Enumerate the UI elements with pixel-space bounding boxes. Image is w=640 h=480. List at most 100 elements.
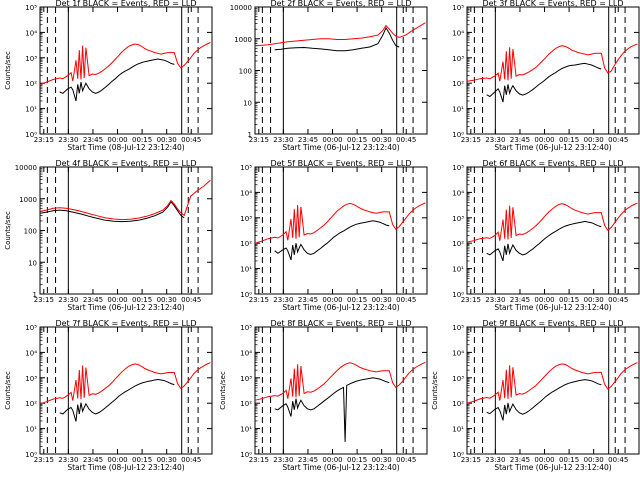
det-panel-3: Det 3f BLACK = Events, RED = LLD 10⁰ 10¹ 10… bbox=[452, 0, 640, 152]
y-tick-label: 10¹ bbox=[452, 106, 464, 114]
y-tick-label: 10⁵ bbox=[25, 324, 37, 332]
y-tick-label: 10¹ bbox=[452, 426, 464, 434]
lld-series-line bbox=[254, 361, 426, 401]
x-tick-label: 23:45 bbox=[298, 296, 318, 304]
x-tick-label: 23:45 bbox=[510, 296, 530, 304]
x-tick-label: 00:00 bbox=[107, 136, 127, 144]
panel-title: Det 3f BLACK = Events, RED = LLD bbox=[482, 0, 623, 8]
y-tick-label: 10⁰ bbox=[452, 131, 464, 139]
det-panel-5: Det 5f BLACK = Events, RED = LLD 10⁰ 10¹ 10… bbox=[240, 159, 428, 312]
lld-series-line bbox=[466, 43, 638, 82]
x-tick-label: 00:15 bbox=[132, 136, 152, 144]
x-tick-label: 00:45 bbox=[181, 456, 201, 464]
y-tick-label: 10⁵ bbox=[452, 324, 464, 332]
plot-frame bbox=[39, 326, 213, 455]
y-tick-label: 1000 bbox=[19, 196, 37, 204]
plot-frame bbox=[466, 166, 640, 295]
y-tick-label: 10¹ bbox=[25, 106, 37, 114]
x-tick-label: 00:15 bbox=[559, 136, 579, 144]
y-tick-label: 10 bbox=[28, 259, 37, 267]
y-tick-label: 10000 bbox=[15, 164, 37, 172]
x-tick-label: 00:30 bbox=[372, 296, 392, 304]
det-panel-8: Det 8f BLACK = Events, RED = LLD 10⁰ 10¹ 10… bbox=[219, 319, 428, 472]
y-tick-label: 10³ bbox=[452, 215, 464, 223]
y-tick-label: 10² bbox=[240, 240, 252, 248]
x-tick-label: 00:45 bbox=[396, 136, 416, 144]
x-axis-label: Start Time (06-Jul-12 23:12:40) bbox=[282, 303, 399, 312]
det-panel-1: Det 1f BLACK = Events, RED = LLD 10⁰ 10¹ 10… bbox=[4, 0, 213, 152]
y-tick-label: 10⁴ bbox=[452, 29, 464, 37]
y-axis-label: Counts/sec bbox=[4, 51, 12, 90]
lld-series-line bbox=[254, 202, 426, 244]
plot-frame bbox=[254, 6, 428, 135]
lld-series-line bbox=[466, 362, 638, 404]
panel-title: Det 7f BLACK = Events, RED = LLD bbox=[55, 319, 196, 328]
x-tick-label: 23:15 bbox=[34, 456, 54, 464]
lld-series-line bbox=[466, 202, 638, 243]
y-axis-label: Counts/sec bbox=[219, 371, 227, 410]
y-tick-label: 1 bbox=[248, 131, 252, 139]
x-tick-label: 00:45 bbox=[608, 136, 628, 144]
y-tick-label: 10³ bbox=[452, 375, 464, 383]
y-tick-label: 10³ bbox=[240, 215, 252, 223]
y-tick-label: 10⁴ bbox=[452, 189, 464, 197]
events-series-line bbox=[274, 377, 390, 442]
y-tick-label: 10⁵ bbox=[25, 4, 37, 12]
x-axis-label: Start Time (06-Jul-12 23:12:40) bbox=[67, 303, 184, 312]
x-tick-label: 23:15 bbox=[34, 136, 54, 144]
panel-title: Det 8f BLACK = Events, RED = LLD bbox=[270, 319, 411, 328]
x-tick-label: 00:15 bbox=[559, 296, 579, 304]
x-tick-label: 23:30 bbox=[485, 136, 505, 144]
x-tick-label: 23:15 bbox=[461, 136, 481, 144]
y-tick-label: 10² bbox=[452, 400, 464, 408]
lld-series-line bbox=[39, 362, 211, 405]
y-tick-label: 10 bbox=[243, 99, 252, 107]
x-tick-label: 00:15 bbox=[559, 456, 579, 464]
x-tick-label: 23:30 bbox=[273, 296, 293, 304]
events-series-line bbox=[39, 200, 185, 223]
y-tick-label: 10³ bbox=[240, 375, 252, 383]
lld-series-line bbox=[254, 22, 426, 47]
plot-frame bbox=[254, 166, 428, 295]
y-tick-label: 10⁵ bbox=[452, 164, 464, 172]
events-series-line bbox=[274, 26, 400, 52]
y-tick-label: 100 bbox=[239, 68, 252, 76]
x-tick-label: 00:45 bbox=[181, 296, 201, 304]
x-tick-label: 00:45 bbox=[396, 456, 416, 464]
x-tick-label: 00:00 bbox=[322, 456, 342, 464]
y-tick-label: 10³ bbox=[25, 55, 37, 63]
x-tick-label: 23:15 bbox=[249, 456, 269, 464]
x-tick-label: 00:15 bbox=[347, 456, 367, 464]
panel-title: Det 9f BLACK = Events, RED = LLD bbox=[482, 319, 623, 328]
y-tick-label: 10⁵ bbox=[240, 164, 252, 172]
y-axis-label: Counts/sec bbox=[4, 211, 12, 250]
x-tick-label: 00:45 bbox=[608, 456, 628, 464]
lld-series-line bbox=[39, 42, 211, 85]
plot-frame bbox=[39, 166, 213, 295]
panel-title: Det 6f BLACK = Events, RED = LLD bbox=[482, 159, 623, 168]
events-series-line bbox=[59, 378, 175, 422]
x-tick-label: 23:30 bbox=[58, 136, 78, 144]
y-tick-label: 10² bbox=[25, 80, 37, 88]
x-tick-label: 00:30 bbox=[157, 456, 177, 464]
y-tick-label: 10¹ bbox=[240, 266, 252, 274]
lld-series-line bbox=[39, 179, 211, 221]
plot-frame bbox=[466, 326, 640, 455]
y-tick-label: 10⁰ bbox=[25, 451, 37, 459]
y-tick-label: 10⁴ bbox=[240, 349, 252, 357]
x-tick-label: 23:15 bbox=[34, 296, 54, 304]
x-tick-label: 00:15 bbox=[132, 456, 152, 464]
x-tick-label: 00:30 bbox=[372, 456, 392, 464]
y-tick-label: 10⁰ bbox=[240, 451, 252, 459]
y-tick-label: 10⁰ bbox=[452, 451, 464, 459]
det-panel-7: Det 7f BLACK = Events, RED = LLD 10⁰ 10¹ 10… bbox=[4, 319, 213, 472]
y-tick-label: 10⁵ bbox=[240, 324, 252, 332]
x-tick-label: 00:00 bbox=[322, 136, 342, 144]
panel-title: Det 5f BLACK = Events, RED = LLD bbox=[270, 159, 411, 168]
x-tick-label: 00:45 bbox=[396, 296, 416, 304]
x-tick-label: 23:45 bbox=[510, 136, 530, 144]
x-tick-label: 00:30 bbox=[584, 296, 604, 304]
y-tick-label: 10⁴ bbox=[240, 189, 252, 197]
y-tick-label: 10¹ bbox=[25, 426, 37, 434]
